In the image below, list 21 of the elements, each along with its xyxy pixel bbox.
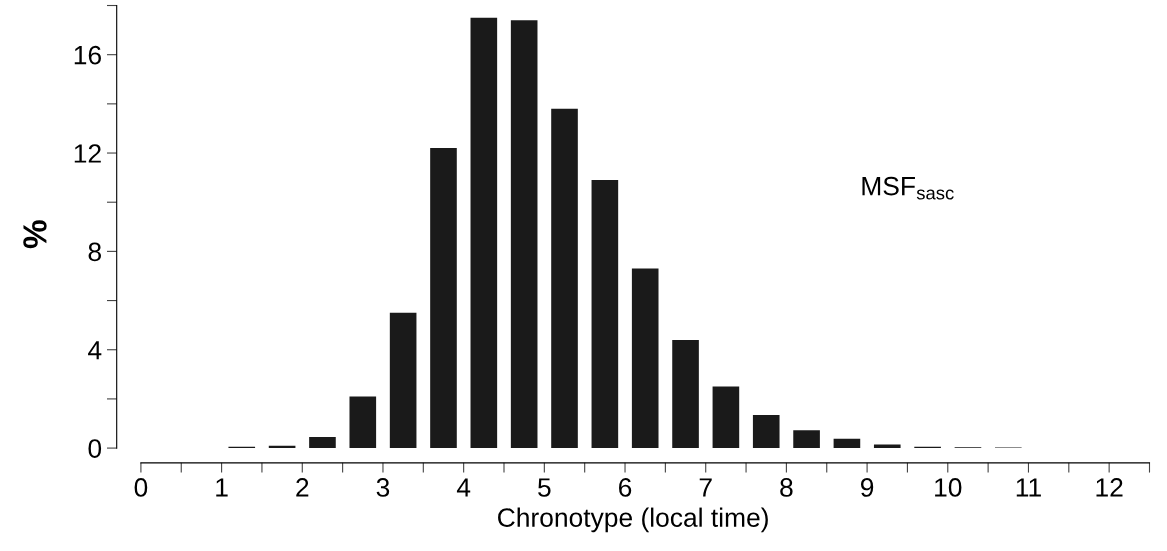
x-tick-label: 12 (1096, 478, 1123, 497)
y-axis-title: % (23, 220, 47, 249)
x-tick-label: 10 (935, 478, 962, 497)
x-tick-label: 4 (456, 478, 471, 497)
annotation: MSF$_{sasc}$ (862, 176, 954, 200)
x-tick-label: 1 (216, 478, 228, 497)
y-tick-label: 0 (88, 439, 102, 458)
y-tick-label: 8 (88, 242, 101, 262)
x-axis-title: Chronotype (local time) (498, 507, 768, 533)
y-tick-label: 12 (74, 144, 101, 163)
x-tick-label: 6 (619, 478, 632, 497)
x-tick-label: 0 (134, 478, 148, 497)
y-tick-label: 16 (74, 45, 101, 65)
x-tick-label: 3 (376, 478, 390, 497)
x-tick-label: 11 (1016, 478, 1041, 497)
x-tick-label: 2 (296, 478, 309, 497)
x-tick-label: 8 (780, 478, 793, 497)
x-tick-label: 5 (538, 478, 551, 497)
y-tick-label: 4 (88, 341, 102, 360)
x-tick-label: 7 (699, 478, 712, 497)
x-tick-label: 9 (860, 478, 874, 497)
